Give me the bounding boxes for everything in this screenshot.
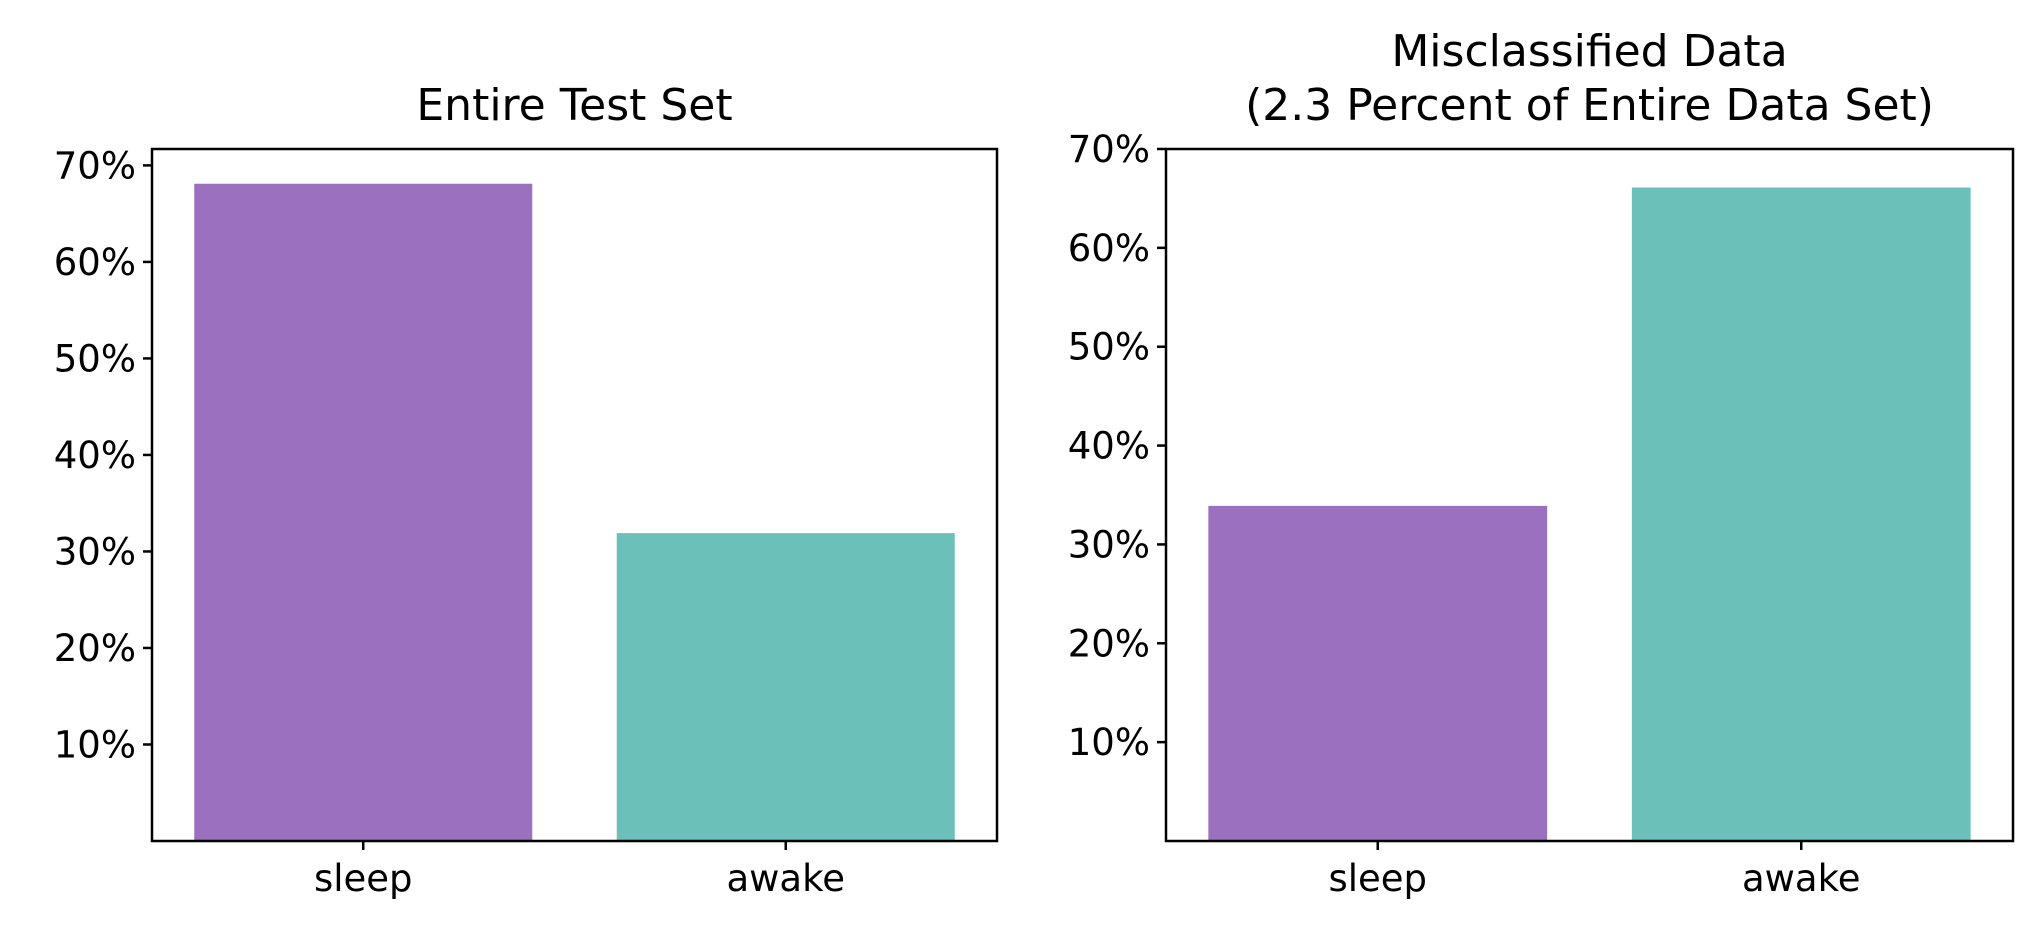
- axes-frame: [1164, 147, 2015, 843]
- y-tick-label: 30%: [54, 530, 136, 573]
- x-tick-label-awake: awake: [727, 857, 845, 900]
- y-tick-label: 20%: [1068, 622, 1150, 665]
- x-tick-label-sleep: sleep: [314, 857, 413, 900]
- chart-entire-test-set: 10% 20% 30% 40% 50% 60% 70% sleep awake Entire Te…: [54, 80, 999, 900]
- y-tick-label: 50%: [1068, 326, 1150, 369]
- axes-frame: [150, 147, 999, 843]
- y-tick-label: 10%: [1068, 721, 1150, 764]
- y-tick-label: 40%: [1068, 425, 1150, 468]
- y-tick-label: 60%: [1068, 227, 1150, 270]
- y-tick-label: 70%: [1068, 128, 1150, 171]
- y-tick-label: 10%: [54, 723, 136, 766]
- x-tick-label-awake: awake: [1742, 857, 1860, 900]
- y-tick-label: 70%: [54, 144, 136, 187]
- bar-sleep: [194, 183, 533, 842]
- y-tick-label: 30%: [1068, 523, 1150, 566]
- bar-sleep: [1208, 505, 1548, 841]
- y-tick-label: 40%: [54, 434, 136, 477]
- y-tick-label: 20%: [54, 627, 136, 670]
- bar-awake: [616, 533, 955, 841]
- y-tick-label: 50%: [54, 337, 136, 380]
- chart-misclassified-data: 10% 20% 30% 40% 50% 60% 70% sleep awake Misclassi…: [1068, 26, 2015, 900]
- chart-title: Entire Test Set: [416, 80, 732, 131]
- bar-awake: [1631, 187, 1971, 841]
- y-tick-label: 60%: [54, 241, 136, 284]
- x-tick-label-sleep: sleep: [1328, 857, 1427, 900]
- chart-title: Misclassified Data: [1391, 26, 1787, 77]
- chart-title: (2.3 Percent of Entire Data Set): [1245, 80, 1934, 131]
